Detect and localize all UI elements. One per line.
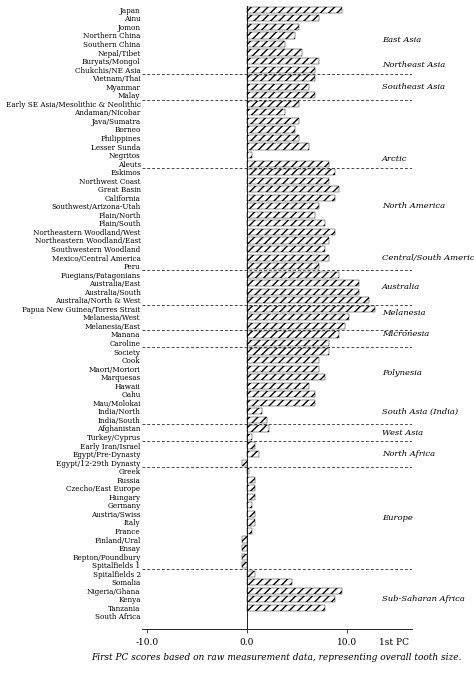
- Bar: [247, 365, 319, 372]
- Bar: [247, 417, 267, 423]
- Bar: [247, 349, 329, 354]
- Bar: [247, 32, 295, 39]
- Bar: [247, 400, 315, 406]
- Text: Melanesia: Melanesia: [382, 309, 425, 317]
- Text: Micronesia: Micronesia: [382, 330, 429, 338]
- Text: 1st PC: 1st PC: [379, 638, 409, 647]
- Bar: [247, 528, 252, 534]
- Bar: [247, 84, 309, 90]
- Bar: [247, 41, 285, 47]
- Bar: [247, 605, 325, 611]
- Text: Australia: Australia: [382, 283, 420, 292]
- Bar: [247, 314, 349, 321]
- Bar: [247, 442, 255, 449]
- Bar: [247, 280, 359, 286]
- Bar: [247, 391, 315, 398]
- Bar: [247, 502, 252, 508]
- Bar: [247, 67, 315, 73]
- Bar: [247, 246, 325, 252]
- Bar: [247, 451, 259, 457]
- Bar: [247, 7, 342, 13]
- Bar: [247, 169, 335, 175]
- Bar: [247, 519, 255, 526]
- Bar: [247, 468, 249, 474]
- Bar: [247, 579, 292, 585]
- Bar: [247, 494, 255, 500]
- Bar: [247, 357, 319, 363]
- Bar: [247, 160, 329, 166]
- Bar: [247, 75, 315, 81]
- Bar: [242, 460, 247, 466]
- Bar: [247, 383, 309, 389]
- Bar: [247, 434, 252, 440]
- Bar: [247, 58, 319, 64]
- Text: Southeast Asia: Southeast Asia: [382, 83, 445, 91]
- Bar: [242, 545, 247, 551]
- Text: Arctic: Arctic: [382, 155, 407, 163]
- Bar: [247, 15, 319, 21]
- Bar: [247, 297, 369, 303]
- Bar: [247, 220, 325, 226]
- Bar: [247, 596, 335, 603]
- Bar: [242, 554, 247, 559]
- Text: Northeast Asia: Northeast Asia: [382, 61, 445, 69]
- Bar: [247, 588, 342, 594]
- Bar: [247, 237, 329, 244]
- Bar: [247, 374, 325, 380]
- Bar: [247, 425, 269, 431]
- Text: Polynesia: Polynesia: [382, 369, 422, 377]
- Bar: [247, 203, 319, 209]
- Bar: [247, 485, 255, 491]
- Text: West Asia: West Asia: [382, 429, 423, 437]
- Text: Central/South America: Central/South America: [382, 254, 474, 261]
- Text: South Asia (India): South Asia (India): [382, 407, 458, 416]
- Bar: [247, 50, 302, 56]
- Bar: [242, 562, 247, 568]
- Bar: [247, 408, 262, 414]
- Bar: [247, 263, 319, 269]
- Bar: [247, 477, 255, 483]
- Bar: [247, 272, 339, 278]
- Bar: [247, 289, 359, 295]
- Bar: [247, 186, 339, 193]
- Bar: [247, 323, 345, 329]
- Bar: [247, 212, 315, 218]
- Bar: [247, 229, 335, 235]
- Bar: [247, 143, 309, 149]
- Bar: [247, 92, 315, 98]
- Text: North America: North America: [382, 202, 445, 211]
- Bar: [247, 340, 329, 346]
- X-axis label: First PC scores based on raw measurement data, representing overall tooth size.: First PC scores based on raw measurement…: [91, 653, 462, 662]
- Bar: [247, 195, 335, 201]
- Text: East Asia: East Asia: [382, 36, 421, 44]
- Bar: [247, 127, 295, 133]
- Bar: [247, 178, 329, 184]
- Bar: [247, 152, 252, 158]
- Bar: [247, 510, 255, 517]
- Bar: [247, 100, 299, 107]
- Text: North Africa: North Africa: [382, 450, 435, 458]
- Bar: [247, 570, 255, 577]
- Bar: [242, 537, 247, 543]
- Bar: [247, 135, 299, 141]
- Text: Sub-Saharan Africa: Sub-Saharan Africa: [382, 595, 465, 603]
- Text: Europe: Europe: [382, 514, 413, 522]
- Bar: [247, 109, 285, 116]
- Bar: [247, 24, 299, 30]
- Bar: [247, 255, 329, 261]
- Bar: [247, 332, 339, 338]
- Bar: [247, 118, 299, 124]
- Bar: [247, 305, 375, 312]
